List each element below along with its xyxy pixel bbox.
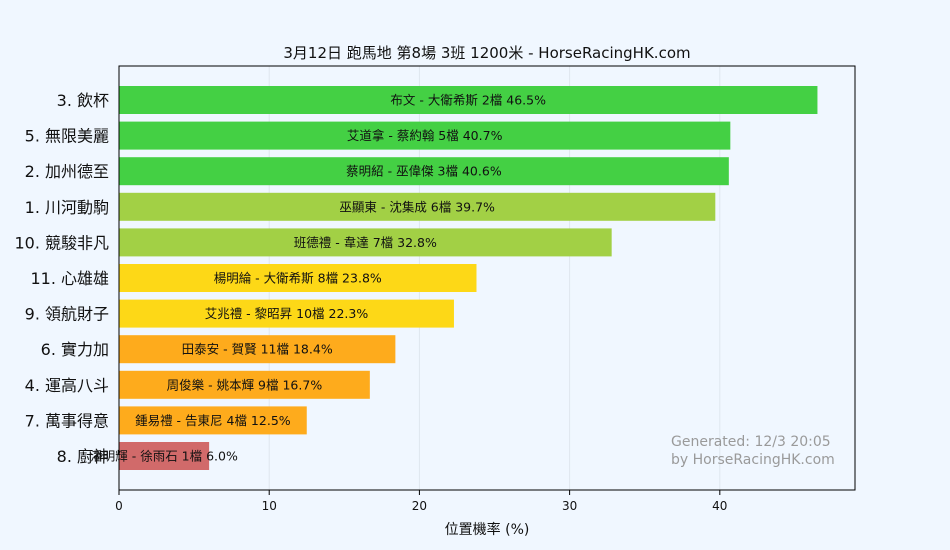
category-label: 4. 運高八斗 (25, 376, 109, 395)
category-label: 5. 無限美麗 (25, 127, 109, 146)
bar (119, 228, 612, 257)
chart-title: 3月12日 跑馬地 第8場 3班 1200米 - HorseRacingHK.c… (283, 44, 690, 62)
x-tick-label: 20 (412, 499, 427, 513)
category-label: 2. 加州德至 (25, 162, 109, 181)
generated-annotation: Generated: 12/3 20:05 (671, 434, 831, 450)
bar-label: 田泰安 - 賀賢 11檔 18.4% (182, 342, 333, 357)
bar (119, 370, 370, 399)
x-tick-label: 40 (712, 499, 727, 513)
category-label: 1. 川河動駒 (25, 198, 109, 217)
x-ticks: 0 10 20 30 40 (115, 490, 727, 513)
category-label: 11. 心雄雄 (30, 269, 109, 288)
bar (119, 86, 818, 114)
x-tick-label: 30 (562, 499, 577, 513)
bar-labels: 布文 - 大衛希斯 2檔 46.5% 艾道拿 - 蔡約翰 5檔 40.7% 蔡明紹 … (90, 93, 546, 464)
bar-label: 班德禮 - 韋達 7檔 32.8% (294, 235, 437, 250)
bar-label: 艾道拿 - 蔡約翰 5檔 40.7% (347, 128, 503, 143)
category-label: 3. 飲杯 (57, 91, 109, 110)
bar-label: 鍾易禮 - 告東尼 4檔 12.5% (135, 413, 291, 428)
bar-label: 布文 - 大衛希斯 2檔 46.5% (390, 93, 546, 108)
plot-frame (118, 65, 856, 491)
bar (119, 335, 396, 364)
category-label: 10. 競駿非凡 (14, 233, 109, 252)
category-label: 6. 實力加 (41, 340, 109, 359)
bar (119, 406, 307, 435)
bar (119, 442, 210, 470)
bar (119, 264, 477, 292)
bar-label: 蔡明紹 - 巫偉傑 3檔 40.6% (346, 164, 502, 179)
x-tick-label: 0 (115, 499, 123, 513)
category-labels: 3. 飲杯 5. 無限美麗 2. 加州德至 1. 川河動駒 10. 競駿非凡 11. 心雄… (14, 91, 109, 466)
x-tick-label: 10 (262, 499, 277, 513)
bar (119, 121, 731, 150)
category-label: 8. 廚神 (57, 447, 109, 466)
bar (119, 299, 454, 328)
bar (119, 192, 716, 221)
site-annotation: by HorseRacingHK.com (671, 452, 835, 468)
bar (119, 157, 729, 186)
bar-label: 潘明輝 - 徐雨石 1檔 6.0% (90, 449, 238, 464)
bar-label: 周俊樂 - 姚本輝 9檔 16.7% (167, 377, 323, 392)
x-axis-title: 位置機率 (%) (445, 521, 530, 538)
bars (119, 86, 818, 470)
bar-label: 艾兆禮 - 黎昭昇 10檔 22.3% (205, 306, 369, 321)
bar-label: 巫顯東 - 沈集成 6檔 39.7% (339, 199, 495, 214)
category-label: 7. 萬事得意 (25, 411, 109, 430)
category-label: 9. 領航財子 (25, 305, 109, 324)
bar-label: 楊明綸 - 大衛希斯 8檔 23.8% (214, 271, 382, 286)
